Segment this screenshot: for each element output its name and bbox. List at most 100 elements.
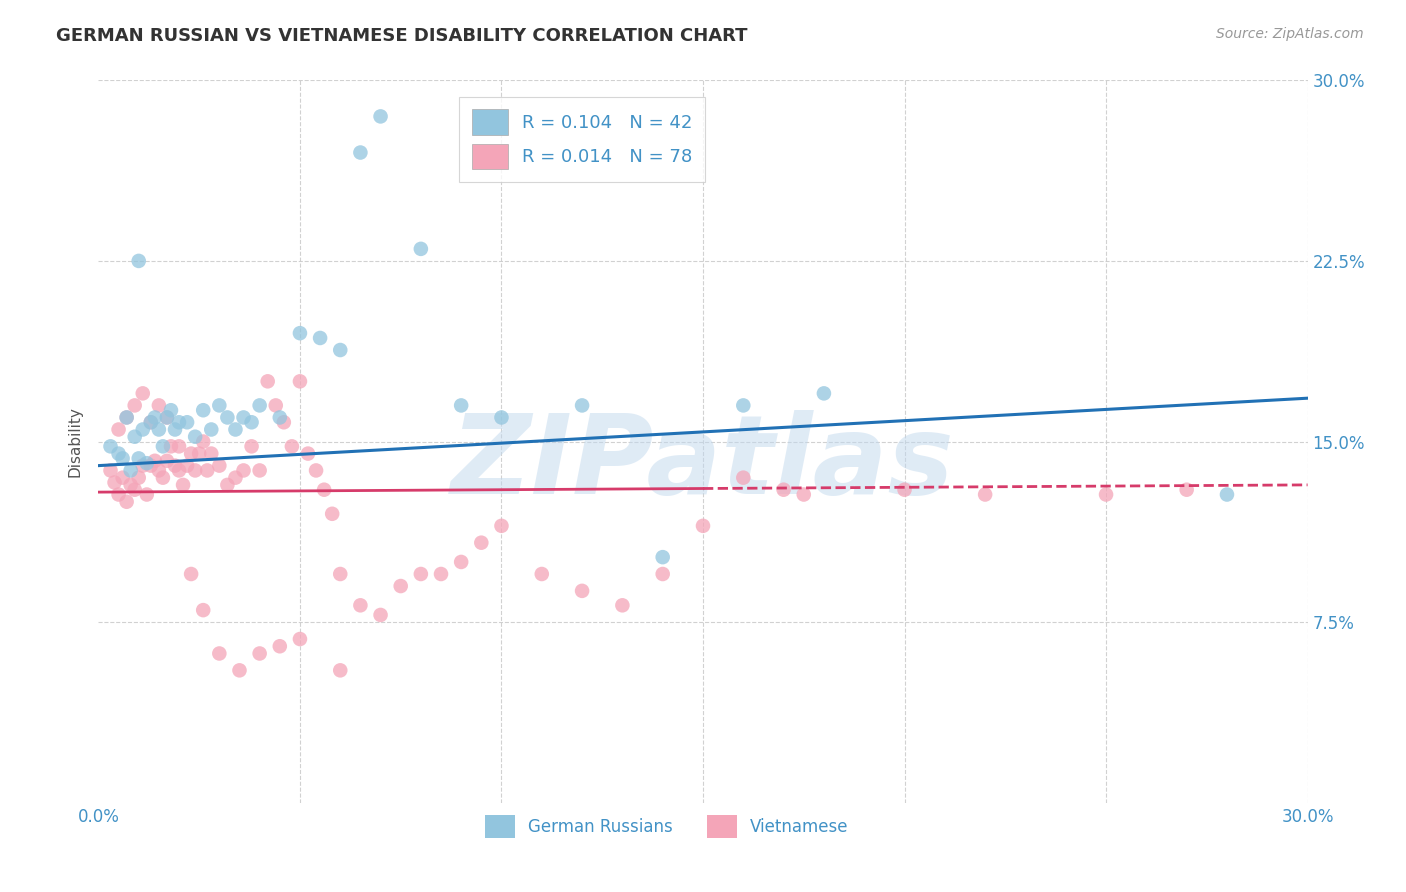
Point xyxy=(180,567,202,582)
Point xyxy=(135,487,157,501)
Point xyxy=(148,463,170,477)
Point xyxy=(124,483,146,497)
Point xyxy=(195,463,218,477)
Point xyxy=(172,478,194,492)
Point xyxy=(430,567,453,582)
Text: Source: ZipAtlas.com: Source: ZipAtlas.com xyxy=(1216,27,1364,41)
Point xyxy=(156,410,179,425)
Point xyxy=(224,470,246,484)
Point xyxy=(269,410,291,425)
Point xyxy=(571,398,593,412)
Point xyxy=(148,422,170,436)
Point xyxy=(370,109,392,123)
Point xyxy=(184,430,207,444)
Point xyxy=(160,403,183,417)
Legend: German Russians, Vietnamese: German Russians, Vietnamese xyxy=(478,808,855,845)
Point xyxy=(893,483,915,497)
Point xyxy=(228,664,250,678)
Point xyxy=(152,439,174,453)
Point xyxy=(1175,483,1198,497)
Point xyxy=(217,478,239,492)
Point xyxy=(349,599,371,613)
Point xyxy=(349,145,371,160)
Point xyxy=(128,470,150,484)
Point xyxy=(176,415,198,429)
Point xyxy=(651,550,673,565)
Point xyxy=(128,253,150,268)
Point xyxy=(152,470,174,484)
Point xyxy=(409,242,432,256)
Point xyxy=(281,439,304,453)
Point xyxy=(450,555,472,569)
Point xyxy=(120,478,142,492)
Point xyxy=(167,463,190,477)
Point xyxy=(329,664,352,678)
Point xyxy=(297,446,319,460)
Point xyxy=(100,463,122,477)
Point xyxy=(269,639,291,653)
Point xyxy=(240,439,263,453)
Point xyxy=(491,518,513,533)
Point xyxy=(389,579,412,593)
Point xyxy=(288,632,311,646)
Point xyxy=(733,398,755,412)
Point xyxy=(256,374,278,388)
Point xyxy=(156,410,179,425)
Point xyxy=(305,463,328,477)
Y-axis label: Disability: Disability xyxy=(67,406,83,477)
Point xyxy=(100,439,122,453)
Point xyxy=(107,422,129,436)
Point xyxy=(813,386,835,401)
Point xyxy=(139,415,162,429)
Point xyxy=(124,430,146,444)
Point xyxy=(200,446,222,460)
Point xyxy=(132,458,155,473)
Point xyxy=(309,331,332,345)
Point xyxy=(148,398,170,412)
Point xyxy=(111,451,134,466)
Point xyxy=(132,422,155,436)
Point xyxy=(107,446,129,460)
Point xyxy=(692,518,714,533)
Point xyxy=(111,470,134,484)
Point xyxy=(974,487,997,501)
Point xyxy=(176,458,198,473)
Point xyxy=(193,434,215,449)
Point xyxy=(321,507,343,521)
Point xyxy=(120,463,142,477)
Point xyxy=(115,494,138,508)
Point xyxy=(470,535,492,549)
Point xyxy=(612,599,634,613)
Point xyxy=(135,456,157,470)
Point xyxy=(772,483,794,497)
Point xyxy=(143,454,166,468)
Point xyxy=(370,607,392,622)
Point xyxy=(163,458,186,473)
Point xyxy=(232,410,254,425)
Point xyxy=(651,567,673,582)
Point xyxy=(167,439,190,453)
Text: ZIPatlas: ZIPatlas xyxy=(451,409,955,516)
Point xyxy=(160,439,183,453)
Point xyxy=(288,326,311,340)
Point xyxy=(184,463,207,477)
Point xyxy=(208,647,231,661)
Point xyxy=(314,483,336,497)
Point xyxy=(132,386,155,401)
Point xyxy=(409,567,432,582)
Point xyxy=(249,398,271,412)
Point xyxy=(188,446,211,460)
Point xyxy=(273,415,295,429)
Point xyxy=(143,410,166,425)
Point xyxy=(115,410,138,425)
Point xyxy=(107,487,129,501)
Point xyxy=(103,475,125,490)
Point xyxy=(124,398,146,412)
Point xyxy=(217,410,239,425)
Point xyxy=(530,567,553,582)
Point xyxy=(139,458,162,473)
Text: GERMAN RUSSIAN VS VIETNAMESE DISABILITY CORRELATION CHART: GERMAN RUSSIAN VS VIETNAMESE DISABILITY … xyxy=(56,27,748,45)
Point xyxy=(115,410,138,425)
Point xyxy=(167,415,190,429)
Point xyxy=(128,451,150,466)
